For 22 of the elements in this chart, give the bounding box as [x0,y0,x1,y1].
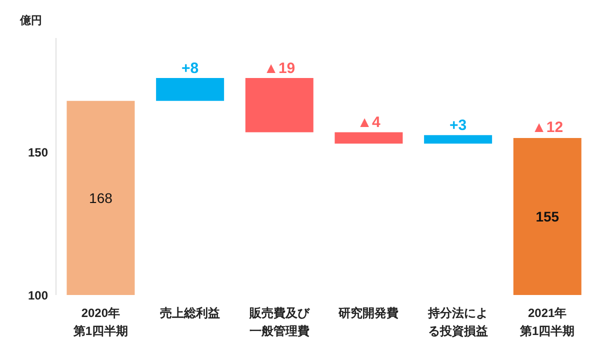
bar [513,138,582,295]
data-label: +8 [182,60,199,77]
bar [424,135,492,144]
y-axis-title: 億円 [19,14,42,27]
y-tick-label: 100 [28,288,48,302]
x-tick-label: 持分法による投資損益 [427,306,488,338]
x-tick-label: 2020年第1四半期 [72,306,128,338]
data-label: ▲19 [264,60,296,77]
x-tick-label: 研究開発費 [338,306,399,320]
bar [66,100,135,295]
bar [245,78,314,132]
data-label: ▲4 [357,114,381,132]
data-label: 155 [536,208,560,224]
data-label: +3 [450,117,467,134]
y-tick-label: 150 [28,145,48,160]
data-label: 168 [89,190,113,206]
x-tick-label: 売上総利益 [160,306,220,320]
bar [156,78,224,101]
x-tick-label: 販売費及び一般管理費 [248,306,310,338]
x-tick-label: 2021年第1四半期 [518,306,575,338]
annotation: ▲12 [532,118,564,136]
bar [334,132,403,144]
